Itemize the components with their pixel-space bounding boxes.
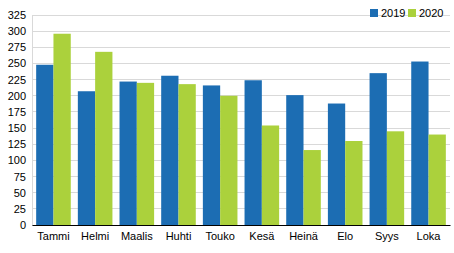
y-tick: 175 <box>8 106 32 118</box>
y-tick-label: 200 <box>8 90 26 102</box>
chart: 0 25 50 75 100 125 150 175 200 225 250 275 300 325 Tam… <box>0 0 454 253</box>
x-tick-label: Touko <box>205 230 234 242</box>
y-tick: 50 <box>14 187 32 199</box>
grid <box>32 15 450 225</box>
bar <box>137 83 154 225</box>
bar <box>178 84 195 225</box>
y-tick-label: 275 <box>8 41 26 53</box>
bar <box>53 34 70 225</box>
y-tick-label: 125 <box>8 138 26 150</box>
y-tick-label: 175 <box>8 106 26 118</box>
grid-line <box>32 63 450 64</box>
y-axis: 0 25 50 75 100 125 150 175 200 225 250 275 300 325 <box>8 9 33 231</box>
x-tick-label: Elo <box>337 230 353 242</box>
bar <box>78 91 95 225</box>
y-tick: 275 <box>8 41 32 53</box>
x-tick-label: Loka <box>417 230 442 242</box>
y-tick-label: 225 <box>8 74 26 86</box>
bars <box>36 34 446 225</box>
x-tick: Loka <box>417 225 442 242</box>
x-tick-label: Huhti <box>166 230 192 242</box>
bar <box>411 62 428 225</box>
y-tick-label: 325 <box>8 9 26 21</box>
bar <box>304 150 321 225</box>
y-tick: 250 <box>8 57 32 69</box>
legend-item: 2019 <box>370 7 405 19</box>
bar <box>429 135 446 225</box>
x-axis: Tammi Helmi Maalis Huhti Touko Kesä Heinä Elo Sy… <box>33 225 451 242</box>
x-tick: Syys <box>375 225 399 242</box>
grid-line <box>32 47 450 48</box>
bar <box>220 96 237 225</box>
bar <box>245 80 262 225</box>
bar <box>387 131 404 225</box>
y-tick: 200 <box>8 90 32 102</box>
bar-series <box>36 62 428 225</box>
legend-item: 2020 <box>408 7 443 19</box>
y-tick-label: 75 <box>14 171 26 183</box>
y-tick: 225 <box>8 74 32 86</box>
x-axis-line <box>33 225 451 226</box>
plot: 0 25 50 75 100 125 150 175 200 225 250 275 300 325 Tam… <box>8 9 451 242</box>
bar <box>345 141 362 225</box>
legend: 2019 2020 <box>370 7 443 19</box>
x-tick: Maalis <box>121 225 153 242</box>
y-tick: 25 <box>14 203 32 215</box>
bar <box>95 52 112 225</box>
y-tick-label: 250 <box>8 57 26 69</box>
bar-series <box>53 34 445 225</box>
x-tick: Heinä <box>289 225 319 242</box>
x-tick-label: Maalis <box>121 230 153 242</box>
x-tick-label: Helmi <box>81 230 109 242</box>
legend-label: 2020 <box>419 7 443 19</box>
x-tick-label: Syys <box>375 230 399 242</box>
bar <box>328 104 345 225</box>
x-tick-label: Kesä <box>249 230 275 242</box>
bar <box>370 73 387 225</box>
y-tick-label: 150 <box>8 122 26 134</box>
x-tick-label: Heinä <box>289 230 319 242</box>
y-tick-label: 300 <box>8 25 26 37</box>
y-tick-label: 50 <box>14 187 26 199</box>
y-tick: 325 <box>8 9 32 21</box>
x-tick: Tammi <box>37 225 69 242</box>
bar <box>120 82 137 225</box>
bar <box>203 85 220 225</box>
bar <box>161 76 178 225</box>
bar <box>36 65 53 225</box>
y-tick-label: 25 <box>14 203 26 215</box>
y-tick-label: 0 <box>20 219 26 231</box>
y-tick: 75 <box>14 171 32 183</box>
x-tick: Touko <box>205 225 234 242</box>
x-tick-label: Tammi <box>37 230 69 242</box>
y-tick-label: 100 <box>8 154 26 166</box>
y-tick: 100 <box>8 154 32 166</box>
x-tick: Elo <box>337 225 353 242</box>
x-tick: Helmi <box>81 225 109 242</box>
x-tick: Huhti <box>166 225 192 242</box>
bar <box>286 95 303 225</box>
y-tick: 0 <box>20 219 32 231</box>
y-axis-line <box>32 16 33 226</box>
x-tick: Kesä <box>249 225 275 242</box>
grid-line <box>32 31 450 32</box>
bar <box>262 125 279 225</box>
y-tick: 300 <box>8 25 32 37</box>
legend-swatch <box>408 9 416 17</box>
y-tick: 125 <box>8 138 32 150</box>
legend-label: 2019 <box>381 7 405 19</box>
grid-line <box>32 79 450 80</box>
legend-swatch <box>370 9 378 17</box>
y-tick: 150 <box>8 122 32 134</box>
